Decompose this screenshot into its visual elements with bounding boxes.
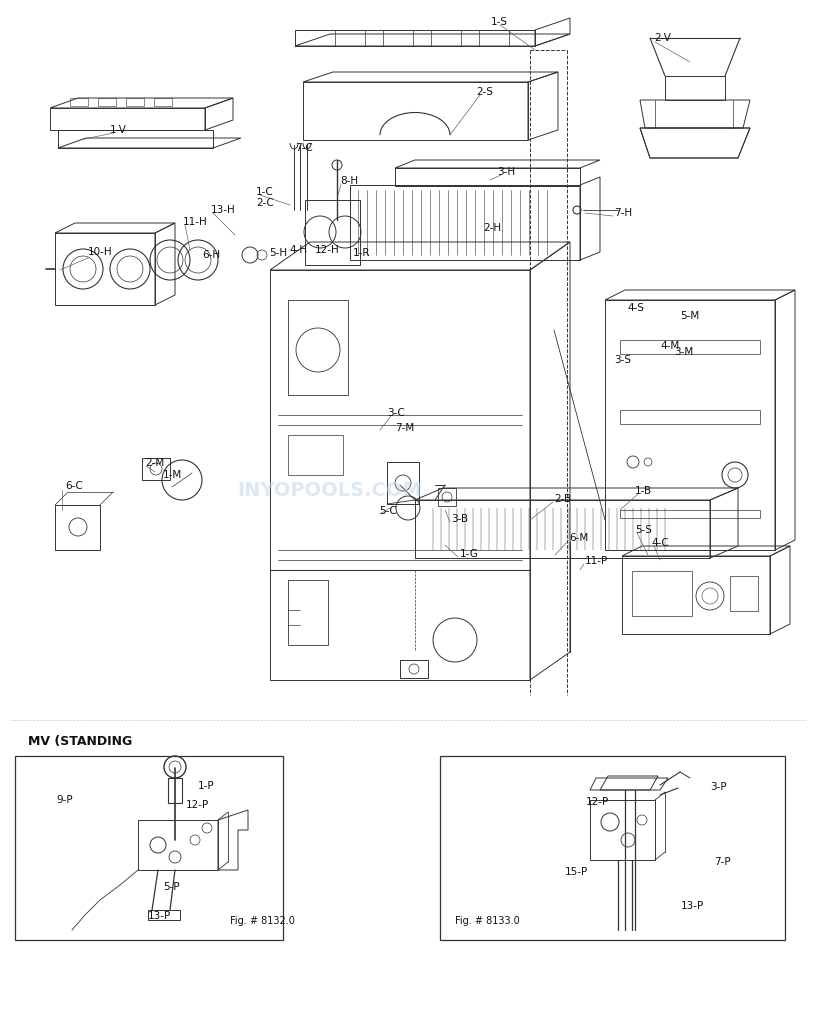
- Bar: [98, 98, 116, 106]
- Bar: [387, 462, 419, 504]
- Text: 7-C: 7-C: [295, 143, 313, 153]
- Bar: [168, 778, 182, 803]
- Bar: [288, 300, 348, 394]
- Bar: [730, 576, 758, 611]
- Text: 5-M: 5-M: [680, 311, 699, 321]
- Bar: [400, 660, 428, 678]
- Bar: [70, 98, 88, 106]
- Text: 3-M: 3-M: [674, 347, 694, 357]
- Bar: [620, 340, 760, 354]
- Text: INYOPOOLS.COM: INYOPOOLS.COM: [237, 481, 423, 500]
- Text: 2-S: 2-S: [476, 87, 493, 97]
- Text: 9-P: 9-P: [56, 795, 73, 805]
- Bar: [15, 756, 283, 940]
- Text: 2-C: 2-C: [256, 198, 273, 208]
- Bar: [479, 30, 509, 46]
- Text: 1-P: 1-P: [198, 781, 215, 791]
- Text: 15-P: 15-P: [565, 867, 588, 877]
- Text: 7-H: 7-H: [614, 208, 632, 218]
- Text: 12-P: 12-P: [186, 800, 209, 810]
- Text: 2-V: 2-V: [654, 33, 671, 43]
- Text: 13-P: 13-P: [681, 901, 704, 911]
- Text: 6-H: 6-H: [202, 250, 220, 260]
- Text: 3-B: 3-B: [451, 514, 468, 524]
- Bar: [383, 30, 413, 46]
- Text: 1-B: 1-B: [635, 486, 652, 496]
- Text: Fig. # 8133.0: Fig. # 8133.0: [455, 916, 520, 926]
- Text: 2-B: 2-B: [554, 494, 571, 504]
- Text: 4-S: 4-S: [627, 303, 644, 313]
- Bar: [142, 458, 170, 480]
- Text: 4-C: 4-C: [651, 538, 669, 548]
- Text: 2-H: 2-H: [483, 224, 501, 233]
- Bar: [620, 510, 760, 518]
- Text: 4-H: 4-H: [289, 245, 307, 255]
- Text: 1-V: 1-V: [110, 125, 126, 135]
- Text: 3-S: 3-S: [614, 355, 631, 365]
- Bar: [288, 580, 328, 645]
- Text: 3-H: 3-H: [497, 167, 515, 177]
- Text: 6-M: 6-M: [569, 533, 588, 543]
- Text: 11-H: 11-H: [183, 217, 208, 227]
- Text: 10-H: 10-H: [88, 247, 113, 258]
- Text: 1-M: 1-M: [163, 470, 182, 480]
- Text: 11-P: 11-P: [585, 556, 608, 566]
- Text: 3-P: 3-P: [710, 782, 726, 792]
- Text: 1-R: 1-R: [353, 248, 370, 258]
- Text: 13-H: 13-H: [211, 205, 236, 215]
- Text: 5-P: 5-P: [163, 882, 180, 892]
- Bar: [154, 98, 172, 106]
- Bar: [440, 756, 785, 940]
- Text: 5-S: 5-S: [635, 525, 652, 535]
- Text: 5-C: 5-C: [379, 506, 397, 516]
- Text: 7-P: 7-P: [714, 857, 730, 867]
- Text: 12-H: 12-H: [315, 245, 339, 255]
- Bar: [335, 30, 365, 46]
- Bar: [620, 410, 760, 424]
- Text: 3-C: 3-C: [387, 408, 405, 418]
- Bar: [431, 30, 461, 46]
- Text: 6-C: 6-C: [65, 481, 82, 491]
- Text: 5-H: 5-H: [269, 248, 287, 258]
- Text: 8-H: 8-H: [340, 176, 358, 186]
- Bar: [55, 505, 100, 550]
- Bar: [288, 435, 343, 475]
- Text: 4-M: 4-M: [660, 341, 679, 351]
- Bar: [632, 571, 692, 616]
- Bar: [126, 98, 144, 106]
- Text: 1-S: 1-S: [491, 18, 508, 27]
- Text: 13-P: 13-P: [148, 911, 171, 921]
- Text: 1-C: 1-C: [256, 187, 273, 197]
- Text: 7-M: 7-M: [395, 423, 415, 433]
- Text: 12-P: 12-P: [586, 797, 610, 806]
- Bar: [438, 488, 456, 506]
- Text: MV (STANDING: MV (STANDING: [28, 735, 132, 749]
- Text: Fig. # 8132.0: Fig. # 8132.0: [230, 916, 295, 926]
- Text: 1-G: 1-G: [460, 549, 479, 559]
- Text: 2-M: 2-M: [145, 458, 164, 468]
